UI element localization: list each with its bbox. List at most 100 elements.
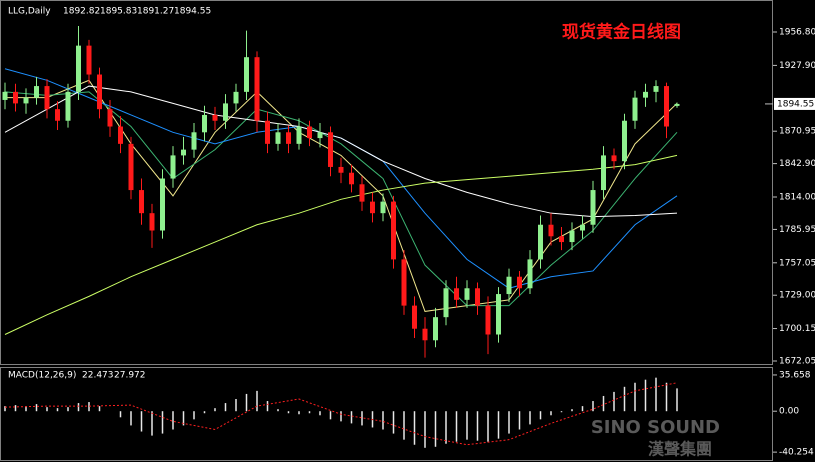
y-tick-label: 1927.90 [779, 61, 815, 71]
candle-body [244, 57, 249, 92]
candle-body [118, 126, 123, 144]
y-tick-label: 0.00 [779, 407, 799, 417]
candle-body [506, 276, 512, 295]
candle-body [653, 86, 659, 92]
chart-title: 现货黄金日线图 [562, 22, 681, 43]
candle-body [107, 109, 113, 127]
candle-body [496, 294, 501, 335]
macd-signal [4, 382, 678, 446]
candle-body [443, 288, 449, 318]
candle-body [464, 288, 470, 300]
candle-body [317, 132, 323, 139]
candle-body [233, 91, 239, 104]
candle-body [664, 86, 669, 127]
candle-body [181, 149, 186, 156]
candle-body [212, 114, 218, 121]
macd-value: 22.473 [82, 371, 114, 381]
candle-body [265, 120, 270, 144]
candle-body [601, 155, 606, 191]
candle-body [86, 45, 92, 75]
ohlc-high: 1895.83 [100, 7, 137, 17]
candle-body [328, 132, 333, 167]
candle-body [23, 97, 29, 104]
candle-body [254, 57, 260, 121]
candle-body [160, 178, 165, 231]
candle-body [139, 190, 144, 214]
moving-average [4, 85, 678, 218]
candle-body [275, 132, 281, 144]
candle-body [433, 317, 438, 341]
main-frame [0, 0, 773, 365]
candle-body [338, 166, 344, 173]
candle-body [485, 305, 491, 335]
candle-body [674, 103, 680, 106]
candle-body [296, 126, 302, 144]
y-tick-label: 1785.95 [779, 225, 815, 235]
candle-body [412, 305, 417, 329]
candle-body [170, 155, 176, 179]
macd-label: MACD(12,26,9) [8, 371, 76, 381]
ohlc-close: 1894.55 [174, 7, 211, 17]
candle-body [527, 259, 533, 289]
y-tick-label: 1672.05 [779, 357, 815, 367]
candle-body [76, 45, 81, 92]
y-tick-label: 1700.15 [779, 324, 815, 334]
moving-average [5, 79, 678, 312]
candle-body [359, 184, 365, 202]
macd-frame [0, 367, 773, 461]
candle-body [517, 276, 522, 289]
candle-body [643, 91, 648, 98]
y-tick-label: 1956.80 [779, 28, 815, 38]
y-tick-label: 1870.95 [779, 127, 815, 137]
candle-body [202, 114, 207, 133]
current-price-box [774, 97, 815, 110]
candle-body [538, 224, 543, 260]
candle-body [580, 224, 585, 231]
y-tick-label: 1757.05 [779, 258, 815, 268]
candle-body [622, 120, 627, 162]
candle-body [128, 143, 134, 191]
candle-body [191, 132, 197, 150]
candle-body [349, 172, 354, 185]
candle-body [548, 224, 554, 237]
candle-body [223, 103, 228, 121]
candle-body [611, 155, 617, 162]
candle-body [569, 230, 575, 243]
watermark: SINO SOUND [591, 417, 720, 438]
watermark-sub: 漢聲集團 [648, 440, 712, 459]
candle-body [422, 328, 428, 341]
candle-body [475, 288, 480, 306]
y-tick-label: 1729.00 [779, 291, 815, 301]
candle-body [34, 86, 39, 98]
candle-body [13, 91, 18, 104]
current-price: 1894.55 [777, 99, 814, 109]
candle-body [559, 236, 564, 243]
moving-average [4, 154, 678, 335]
macd-signal-value: 27.972 [114, 371, 146, 381]
candle-body [2, 91, 8, 100]
candle-body [401, 259, 407, 306]
candle-body [149, 213, 155, 231]
moving-average [4, 91, 678, 307]
candle-body [454, 288, 459, 300]
candle-body [65, 91, 71, 121]
ohlc-open: 1892.82 [63, 7, 100, 17]
y-tick-label: -40.254 [779, 448, 814, 458]
candle-body [632, 97, 638, 121]
candle-body [286, 132, 291, 144]
candle-body [55, 109, 60, 121]
candle-body [97, 74, 102, 110]
candle-body [370, 201, 375, 214]
candle-body [380, 201, 386, 214]
y-tick-label: 1814.00 [779, 193, 815, 203]
candle-body [590, 190, 596, 225]
candle-body [44, 86, 50, 110]
candle-body [307, 126, 312, 139]
y-tick-label: 1842.90 [779, 159, 815, 169]
y-tick-label: 35.658 [779, 370, 811, 380]
candle-body [391, 201, 396, 260]
symbol: LLG,Daily [8, 7, 51, 17]
ohlc-low: 1891.27 [137, 7, 174, 17]
